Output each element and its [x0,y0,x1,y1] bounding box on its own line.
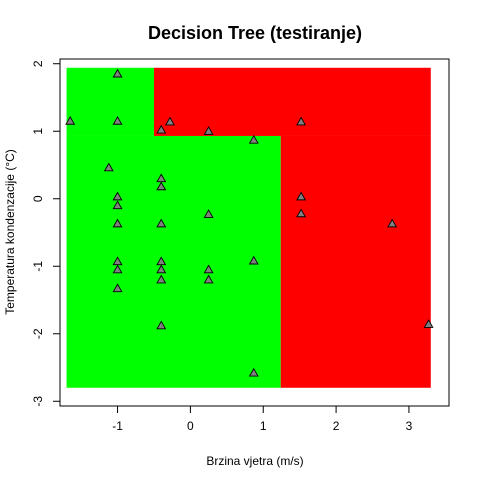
data-point [112,68,123,78]
data-point [156,264,167,274]
x-axis-label: Brzina vjetra (m/s) [206,454,303,468]
data-point [112,218,123,228]
data-point [112,283,123,293]
y-tick-label: 1 [31,128,45,135]
data-point [296,191,307,201]
y-axis: -3 -2 -1 0 1 2 [31,60,61,407]
data-point [103,162,114,172]
x-tick-label: 1 [260,419,267,433]
y-tick-label: 2 [31,60,45,67]
x-tick-label: -1 [112,419,123,433]
data-point [156,320,167,330]
data-point [296,116,307,126]
x-axis: -1 0 1 2 3 [112,405,413,433]
data-point [112,200,123,210]
y-axis-label: Temperatura kondenzacije (°C) [3,149,17,315]
data-point [248,255,259,265]
data-point [248,134,259,144]
data-point [156,274,167,284]
x-tick-label: 3 [406,419,413,433]
data-point [423,319,434,328]
decision-regions [66,67,431,388]
data-point [112,116,123,125]
y-tick-label: 0 [31,195,45,202]
data-point [112,191,123,201]
data-points [65,68,434,377]
x-tick-label: 0 [187,419,194,433]
data-point [203,126,214,135]
data-point [203,264,214,274]
data-point [387,218,398,228]
x-tick-label: 2 [333,419,340,433]
region-red [153,67,431,136]
data-point [203,209,214,218]
data-point [203,274,214,284]
data-point [112,264,123,274]
region-green [66,135,281,388]
y-tick-label: -1 [31,261,45,272]
region-green [66,67,154,136]
data-point [156,181,167,191]
chart-title: Decision Tree (testiranje) [148,23,362,43]
data-point [248,367,259,377]
data-point [156,124,167,134]
data-point [165,116,175,126]
y-tick-label: -2 [31,328,45,339]
data-point [65,116,76,125]
data-point [156,218,167,228]
region-red [280,135,431,388]
y-tick-label: -3 [31,396,45,407]
data-point [296,208,307,218]
